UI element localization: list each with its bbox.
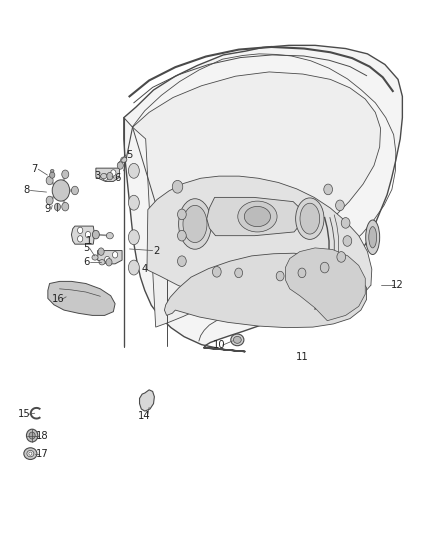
Circle shape — [49, 172, 55, 178]
Circle shape — [78, 236, 83, 242]
Circle shape — [78, 227, 83, 233]
Circle shape — [177, 256, 186, 266]
Ellipse shape — [29, 452, 32, 455]
Circle shape — [117, 162, 124, 169]
Circle shape — [113, 252, 118, 258]
Ellipse shape — [92, 255, 98, 260]
Polygon shape — [124, 45, 403, 352]
Text: 15: 15 — [18, 409, 31, 419]
Circle shape — [71, 186, 78, 195]
Circle shape — [172, 180, 183, 193]
Ellipse shape — [29, 432, 35, 439]
Ellipse shape — [128, 195, 139, 210]
Text: 6: 6 — [114, 173, 121, 183]
Ellipse shape — [183, 205, 207, 243]
Text: 11: 11 — [296, 352, 308, 362]
Ellipse shape — [238, 201, 277, 232]
Ellipse shape — [26, 429, 38, 442]
Text: 5: 5 — [126, 150, 133, 160]
Circle shape — [62, 203, 69, 211]
Circle shape — [298, 268, 306, 278]
Text: 3: 3 — [95, 171, 101, 181]
Text: 1: 1 — [86, 236, 92, 246]
Text: 17: 17 — [36, 449, 49, 458]
Ellipse shape — [50, 169, 54, 172]
Ellipse shape — [128, 164, 139, 178]
Polygon shape — [164, 253, 367, 328]
Polygon shape — [286, 248, 365, 321]
Circle shape — [337, 252, 346, 262]
Circle shape — [46, 196, 53, 205]
Circle shape — [103, 174, 108, 180]
Circle shape — [276, 271, 284, 281]
Text: 10: 10 — [213, 340, 225, 350]
Circle shape — [54, 203, 60, 211]
Circle shape — [92, 230, 99, 239]
Ellipse shape — [300, 203, 320, 234]
Text: 8: 8 — [24, 185, 30, 196]
Ellipse shape — [179, 199, 212, 249]
Circle shape — [46, 176, 53, 185]
Text: 9: 9 — [45, 204, 51, 214]
Polygon shape — [71, 226, 95, 244]
Circle shape — [235, 268, 243, 278]
Ellipse shape — [369, 227, 377, 248]
Circle shape — [105, 256, 110, 263]
Text: 6: 6 — [83, 257, 89, 267]
Ellipse shape — [27, 450, 34, 457]
Polygon shape — [207, 197, 302, 236]
Text: 12: 12 — [391, 280, 403, 290]
Polygon shape — [140, 390, 154, 411]
Circle shape — [212, 266, 221, 277]
Circle shape — [336, 200, 344, 211]
Ellipse shape — [296, 198, 324, 239]
Polygon shape — [147, 176, 372, 310]
Ellipse shape — [231, 334, 244, 346]
Text: 18: 18 — [36, 431, 49, 441]
Circle shape — [85, 231, 91, 238]
Polygon shape — [133, 72, 381, 327]
Circle shape — [343, 236, 352, 246]
Polygon shape — [96, 168, 120, 181]
Circle shape — [98, 248, 104, 255]
Text: 7: 7 — [32, 164, 38, 174]
Circle shape — [107, 172, 113, 180]
Circle shape — [341, 217, 350, 228]
Polygon shape — [48, 281, 115, 316]
Ellipse shape — [128, 230, 139, 245]
Circle shape — [324, 184, 332, 195]
Text: 14: 14 — [138, 411, 150, 422]
Circle shape — [177, 209, 186, 220]
Ellipse shape — [99, 260, 105, 265]
Circle shape — [52, 180, 70, 201]
Text: 4: 4 — [141, 264, 148, 273]
Text: 2: 2 — [153, 246, 159, 255]
Circle shape — [320, 262, 329, 273]
Text: 5: 5 — [83, 244, 89, 253]
Ellipse shape — [244, 206, 271, 227]
Ellipse shape — [101, 173, 107, 179]
Ellipse shape — [128, 260, 139, 275]
Polygon shape — [98, 251, 122, 264]
Ellipse shape — [366, 220, 380, 255]
Circle shape — [111, 169, 116, 176]
Text: 16: 16 — [52, 294, 65, 304]
Circle shape — [106, 259, 112, 266]
Circle shape — [177, 230, 186, 241]
Circle shape — [62, 170, 69, 179]
Ellipse shape — [24, 448, 37, 459]
Ellipse shape — [121, 157, 127, 163]
Ellipse shape — [233, 336, 241, 343]
Ellipse shape — [106, 232, 113, 239]
